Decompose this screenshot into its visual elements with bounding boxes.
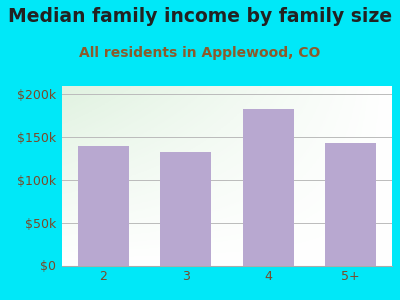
Text: All residents in Applewood, CO: All residents in Applewood, CO [79,46,321,61]
Bar [160,152,211,266]
Bar [78,146,129,266]
Bar [243,109,294,266]
Bar [325,143,376,266]
Text: Median family income by family size: Median family income by family size [8,8,392,26]
